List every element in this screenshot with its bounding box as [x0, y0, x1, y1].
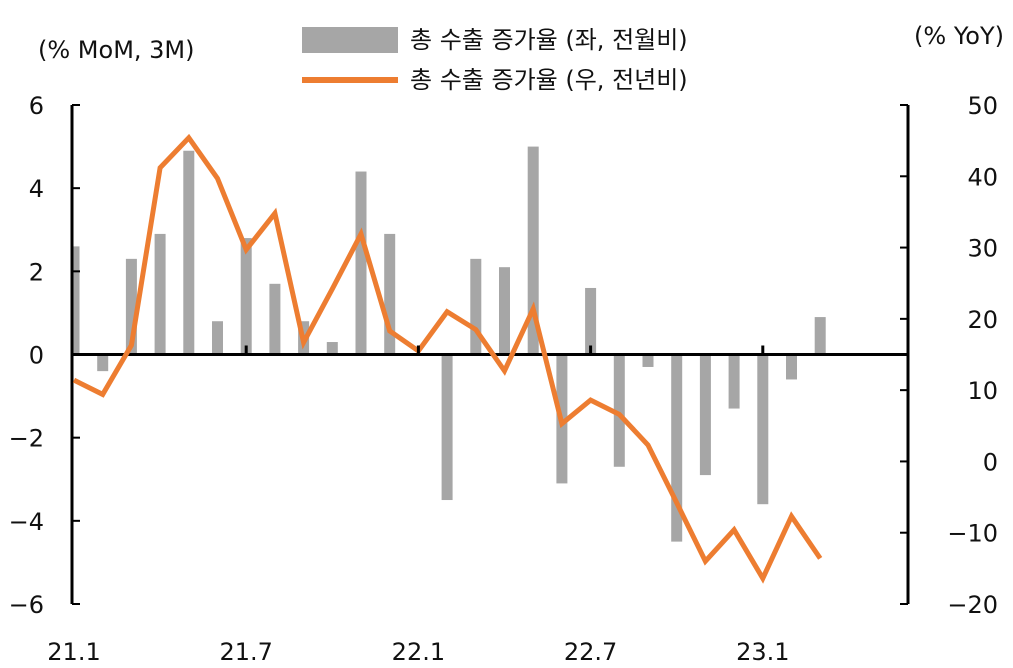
- right-tick-label: 20: [967, 306, 998, 334]
- bar-22.7: [585, 287, 597, 355]
- bar-21.1: [73, 246, 80, 355]
- left-axis-title: (% MoM, 3M): [38, 36, 195, 64]
- x-tick-label: 21.1: [47, 638, 100, 666]
- bar-22.10: [671, 354, 683, 542]
- right-axis-ticks: 50 40 30 20 10 0 −10 −20: [900, 92, 998, 619]
- legend-label-line: 총 수출 증가율 (우, 전년비): [410, 66, 688, 94]
- x-axis-ticks: 21.1 21.7 22.1 22.7 23.1: [47, 345, 790, 666]
- bar-21.5: [183, 150, 195, 355]
- left-tick-label: −4: [9, 508, 44, 536]
- legend-swatch-bar: [302, 27, 398, 53]
- x-tick-label: 21.7: [219, 638, 272, 666]
- bar-22.8: [613, 354, 625, 467]
- bar-21.11: [355, 171, 367, 355]
- left-tick-label: 0: [29, 342, 44, 370]
- right-tick-label: 50: [967, 92, 998, 120]
- right-tick-label: 40: [967, 163, 998, 191]
- left-tick-label: 6: [29, 92, 44, 120]
- bar-23.1: [757, 354, 769, 505]
- right-tick-label: −10: [947, 520, 998, 548]
- right-tick-label: 0: [983, 448, 998, 476]
- bar-21.8: [269, 283, 281, 355]
- bar-22.12: [728, 354, 740, 409]
- bar-21.7: [240, 238, 252, 355]
- right-tick-label: −20: [947, 591, 998, 619]
- right-tick-label: 10: [967, 377, 998, 405]
- bar-21.3: [125, 258, 137, 355]
- bar-21.4: [154, 233, 166, 355]
- bar-23.3: [814, 317, 826, 355]
- right-axis-title: (% YoY): [914, 22, 1004, 50]
- x-tick-label: 23.1: [736, 638, 789, 666]
- left-tick-label: −6: [9, 591, 44, 619]
- bar-21.12: [384, 233, 396, 355]
- x-tick-label: 22.1: [392, 638, 445, 666]
- bar-23.2: [786, 354, 797, 380]
- bar-21.10: [326, 342, 338, 355]
- left-tick-label: 4: [29, 175, 44, 203]
- bar-21.6: [212, 321, 223, 355]
- bar-22.2: [441, 354, 453, 501]
- legend: 총 수출 증가율 (좌, 전월비) 총 수출 증가율 (우, 전년비): [302, 26, 688, 94]
- bar-22.11: [699, 354, 711, 476]
- left-tick-label: −2: [9, 425, 44, 453]
- x-tick-label: 22.7: [564, 638, 617, 666]
- line-series: [72, 133, 823, 584]
- bar-series: [73, 146, 826, 542]
- left-axis-ticks: 6 4 2 0 −2 −4 −6: [9, 92, 80, 619]
- axes: [70, 105, 910, 604]
- bar-22.9: [642, 354, 654, 367]
- right-tick-label: 30: [967, 235, 998, 263]
- bar-22.3: [470, 258, 482, 355]
- bar-21.2: [97, 354, 109, 372]
- left-tick-label: 2: [29, 258, 44, 286]
- bar-22.5: [527, 146, 539, 355]
- legend-label-bar: 총 수출 증가율 (좌, 전월비): [410, 26, 688, 54]
- bar-22.4: [499, 267, 510, 355]
